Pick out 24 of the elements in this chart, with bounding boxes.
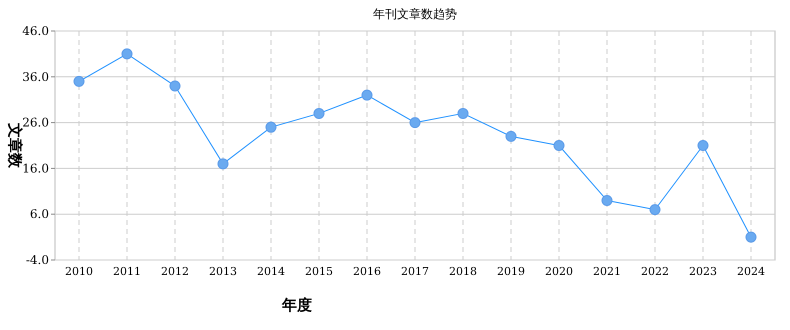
y-tick-label: 46.0	[22, 24, 49, 38]
x-tick-label: 2024	[737, 265, 765, 278]
x-tick-label: 2017	[401, 265, 429, 278]
x-tick-label: 2016	[353, 265, 381, 278]
x-tick-label: 2010	[65, 265, 93, 278]
x-tick-label: 2011	[113, 265, 141, 278]
x-tick-label: 2012	[161, 265, 189, 278]
x-tick-label: 2022	[641, 265, 669, 278]
x-tick-label: 2019	[497, 265, 525, 278]
x-tick-label: 2015	[305, 265, 333, 278]
y-tick-label: 26.0	[22, 116, 49, 130]
x-tick-label: 2020	[545, 265, 573, 278]
y-tick-label: 16.0	[22, 161, 49, 176]
x-tick-label: 2014	[257, 265, 285, 278]
x-tick-label: 2018	[449, 265, 477, 278]
chart-title: 年刊文章数趋势	[373, 7, 457, 21]
y-tick-label: 6.0	[30, 207, 49, 222]
x-tick-label: 2021	[593, 265, 621, 278]
y-tick-label: -4.0	[26, 253, 49, 267]
y-axis-title: 文章数	[6, 122, 24, 169]
y-tick-label: 36.0	[22, 70, 49, 84]
x-tick-label: 2023	[689, 265, 717, 278]
x-axis-title: 年度	[281, 296, 312, 314]
x-tick-label: 2013	[209, 265, 237, 278]
